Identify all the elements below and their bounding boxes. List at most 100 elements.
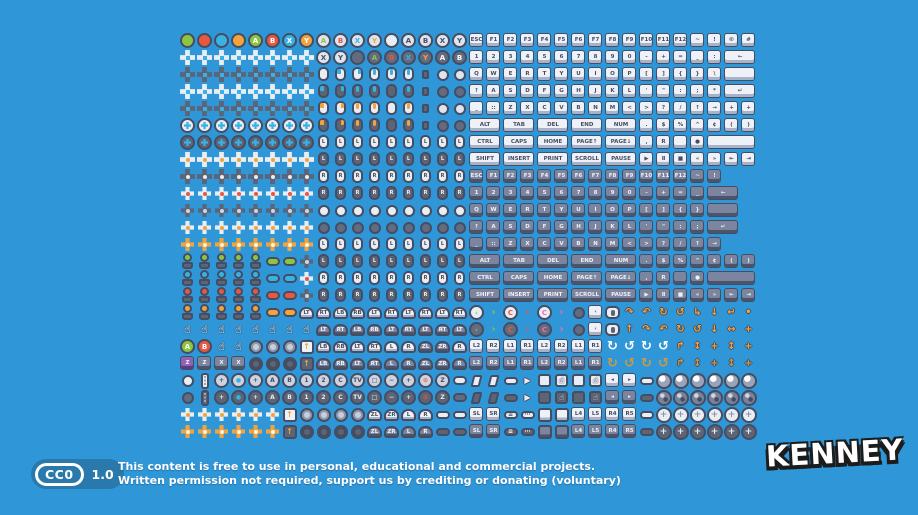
sprite-cell: R (400, 338, 417, 355)
sprite-cell (332, 423, 349, 440)
sprite-cell: 1 (468, 185, 485, 202)
sprite-cell: B (281, 372, 298, 389)
sprite-cell: X (315, 49, 332, 66)
sprite-cell: . (638, 117, 655, 134)
sprite-cell (213, 202, 230, 219)
sprite-cell (213, 151, 230, 168)
sprite-cell: ← (723, 49, 757, 66)
sprite-cell (179, 134, 196, 151)
sprite-cell (689, 389, 706, 406)
sprite-cell (570, 389, 587, 406)
sprite-cell (230, 83, 247, 100)
sprite-cell: ↻ (607, 355, 618, 371)
sprite-row: Z Z X X ↑ LB RB LT RT L R ZL ZR R L2 R2 L1 R1 L2 R2 L1 R1 ↻ ↺ ↻ ↺… (179, 355, 761, 372)
sprite-cell (213, 423, 230, 440)
sprite-cell: R (519, 66, 536, 83)
sprite-cell (264, 253, 281, 270)
sprite-cell (434, 423, 451, 440)
sprite-cell: L (400, 406, 417, 423)
sprite-cell (383, 66, 400, 83)
sprite-cell (723, 389, 740, 406)
sprite-cell: S (502, 83, 519, 100)
sprite-cell: ↕ (693, 340, 702, 352)
sprite-cell: ☝ (587, 372, 604, 389)
sprite-cell: RT (400, 321, 417, 338)
sprite-cell: 1 (468, 49, 485, 66)
sprite-cell (349, 202, 366, 219)
sprite-cell: $ (655, 253, 672, 270)
sprite-cell: Q (468, 202, 485, 219)
sprite-cell (230, 406, 247, 423)
sprite-cell: R (315, 185, 332, 202)
sprite-cell (247, 338, 264, 355)
sprite-cell (196, 100, 213, 117)
sprite-cell: ↑ (298, 338, 315, 355)
sprite-cell: ↷ (642, 323, 651, 335)
sprite-cell: 3 (502, 185, 519, 202)
sprite-cell: ⊙ (417, 389, 434, 406)
sprite-cell: C (536, 236, 553, 253)
sprite-row: L L L L L L L L L CTRL CAPS HOME PAGE↑ PAGE↓, R ● (179, 134, 761, 151)
sprite-cell: ↑ (281, 406, 298, 423)
sprite-cell: + (723, 406, 740, 423)
sprite-cell (451, 100, 468, 117)
sprite-cell: A (247, 32, 264, 49)
sprite-cell: L (349, 134, 366, 151)
sprite-cell (230, 202, 247, 219)
sprite-cell: Ⅱ (655, 287, 672, 304)
sprite-cell: INSERT (502, 151, 536, 168)
sprite-row: Q W E R T Y U I O P[]{} \ (179, 66, 761, 83)
sprite-cell: ZR (434, 355, 451, 372)
sprite-cell: W (485, 66, 502, 83)
sprite-cell (179, 168, 196, 185)
sprite-cell (213, 253, 230, 270)
sprite-cell (230, 185, 247, 202)
sprite-cell (179, 287, 196, 304)
sprite-cell (264, 151, 281, 168)
cc0-badge: CC0 1.0 (31, 459, 124, 489)
sprite-cell (451, 202, 468, 219)
sprite-cell: R (655, 134, 672, 151)
sprite-cell: ◂ (604, 389, 621, 406)
sprite-cell (638, 406, 655, 423)
sprite-cell: LT (349, 355, 366, 372)
sprite-cell: + (710, 357, 719, 369)
sprite-cell (179, 83, 196, 100)
sprite-cell: U (570, 66, 587, 83)
sprite-cell (281, 185, 298, 202)
sprite-cell (536, 423, 553, 440)
sprite-cell: › (559, 323, 564, 335)
sprite-cell: RB (332, 355, 349, 372)
sprite-cell: R (366, 270, 383, 287)
sprite-cell (213, 304, 230, 321)
sprite-cell: 7 (570, 185, 587, 202)
sprite-cell: ⇥ (740, 287, 757, 304)
sprite-cell: ↱ (676, 340, 685, 352)
sprite-cell: R (417, 423, 434, 440)
sprite-cell: ● (689, 270, 706, 287)
sprite-cell: { (672, 202, 689, 219)
sprite-cell: H (570, 219, 587, 236)
sprite-cell: PAGE↓ (604, 270, 638, 287)
sprite-cell (247, 83, 264, 100)
sprite-cell: F8 (604, 32, 621, 49)
sprite-cell: RT (451, 304, 468, 321)
sprite-cell: H (570, 83, 587, 100)
sprite-cell: SL (468, 423, 485, 440)
sprite-cell (230, 66, 247, 83)
sprite-cell: + (710, 340, 719, 352)
sprite-cell (485, 372, 502, 389)
sprite-cell: Z (196, 355, 213, 372)
sprite-cell: L (332, 236, 349, 253)
sprite-cell: L (332, 134, 349, 151)
sprite-cell (570, 372, 587, 389)
sprite-cell: L (451, 151, 468, 168)
sprite-cell: F12 (672, 168, 689, 185)
sprite-cell: R (332, 287, 349, 304)
sprite-cell (298, 83, 315, 100)
sprite-cell (281, 168, 298, 185)
sprite-cell: L (383, 253, 400, 270)
sprite-cell (179, 202, 196, 219)
sprite-cell (179, 151, 196, 168)
sprite-cell: ≡ (502, 423, 519, 440)
